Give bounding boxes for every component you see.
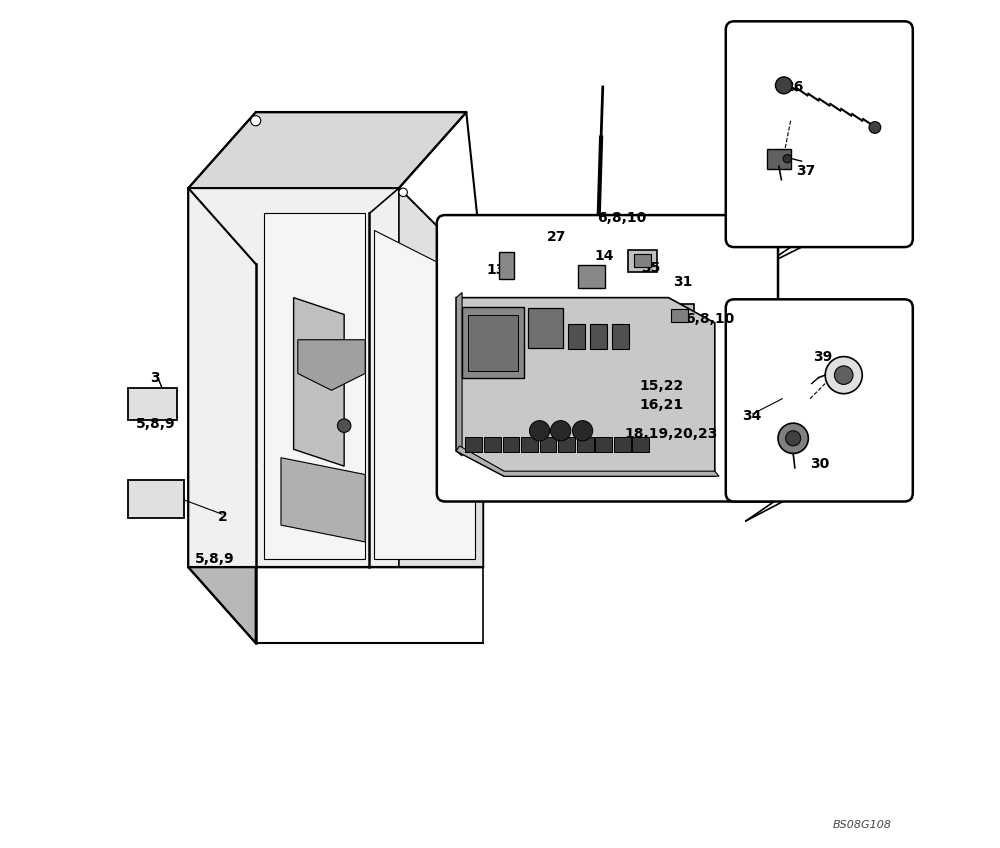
FancyBboxPatch shape	[128, 481, 184, 517]
FancyBboxPatch shape	[726, 21, 913, 247]
FancyBboxPatch shape	[503, 438, 519, 452]
Circle shape	[551, 421, 571, 441]
FancyBboxPatch shape	[628, 249, 657, 271]
FancyBboxPatch shape	[468, 315, 518, 371]
Polygon shape	[188, 188, 256, 643]
Circle shape	[251, 115, 261, 126]
Circle shape	[869, 121, 881, 133]
Polygon shape	[294, 298, 344, 466]
Text: 5,8,9: 5,8,9	[195, 552, 235, 566]
Text: 6,8,10: 6,8,10	[597, 210, 646, 225]
Text: BS08G108: BS08G108	[833, 820, 892, 830]
Text: 26: 26	[785, 80, 804, 94]
Circle shape	[786, 431, 801, 446]
Text: 27: 27	[547, 230, 567, 244]
Text: 14: 14	[594, 248, 614, 263]
Polygon shape	[456, 446, 719, 477]
FancyBboxPatch shape	[612, 324, 629, 349]
Text: 39: 39	[813, 349, 833, 364]
Circle shape	[337, 419, 351, 432]
Polygon shape	[456, 293, 462, 456]
Polygon shape	[188, 188, 483, 567]
FancyBboxPatch shape	[590, 324, 607, 349]
Text: 31: 31	[673, 276, 692, 289]
Circle shape	[778, 423, 808, 454]
FancyBboxPatch shape	[484, 438, 501, 452]
Text: 13: 13	[487, 263, 506, 276]
Circle shape	[783, 154, 791, 163]
Polygon shape	[399, 188, 483, 567]
Text: 37: 37	[797, 165, 816, 178]
FancyBboxPatch shape	[665, 304, 694, 326]
Text: 2: 2	[218, 510, 228, 524]
Circle shape	[399, 188, 407, 197]
Text: 30: 30	[810, 457, 829, 471]
FancyBboxPatch shape	[614, 438, 631, 452]
Text: 5,8,9: 5,8,9	[136, 417, 176, 431]
Circle shape	[834, 365, 853, 384]
FancyBboxPatch shape	[632, 438, 649, 452]
FancyBboxPatch shape	[577, 438, 594, 452]
FancyBboxPatch shape	[726, 299, 913, 501]
FancyBboxPatch shape	[671, 309, 688, 322]
Text: 6,8,10: 6,8,10	[685, 312, 735, 326]
FancyBboxPatch shape	[578, 265, 605, 287]
FancyBboxPatch shape	[521, 438, 538, 452]
Text: 3: 3	[150, 371, 160, 385]
Polygon shape	[281, 458, 365, 542]
Polygon shape	[436, 365, 893, 488]
Text: 1: 1	[468, 438, 478, 452]
FancyBboxPatch shape	[595, 438, 612, 452]
Text: 34: 34	[743, 409, 762, 422]
Circle shape	[775, 77, 792, 94]
Text: 18,19,20,23: 18,19,20,23	[625, 427, 718, 441]
Circle shape	[579, 368, 589, 378]
FancyBboxPatch shape	[128, 388, 177, 420]
Text: 16,21: 16,21	[640, 399, 684, 412]
FancyBboxPatch shape	[558, 438, 575, 452]
FancyBboxPatch shape	[767, 148, 791, 169]
Polygon shape	[298, 340, 365, 390]
Text: 15,22: 15,22	[640, 379, 684, 393]
Text: 35: 35	[642, 261, 661, 275]
Circle shape	[825, 357, 862, 393]
FancyBboxPatch shape	[568, 324, 585, 349]
Polygon shape	[374, 231, 475, 559]
Polygon shape	[188, 112, 466, 188]
Circle shape	[572, 421, 593, 441]
FancyBboxPatch shape	[465, 438, 482, 452]
Circle shape	[529, 421, 550, 441]
FancyBboxPatch shape	[634, 254, 651, 267]
FancyBboxPatch shape	[437, 215, 778, 501]
FancyBboxPatch shape	[499, 252, 514, 279]
Polygon shape	[456, 298, 715, 477]
FancyBboxPatch shape	[540, 438, 556, 452]
FancyBboxPatch shape	[528, 308, 563, 349]
FancyBboxPatch shape	[462, 307, 524, 377]
Polygon shape	[264, 214, 365, 559]
